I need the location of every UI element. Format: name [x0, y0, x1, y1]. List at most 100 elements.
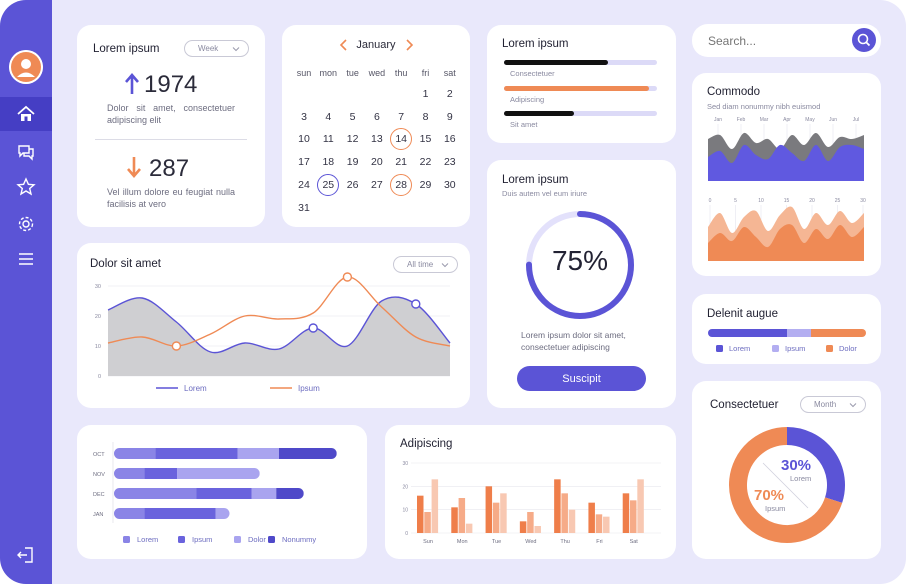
adipiscing-card: Adipiscing 0 10 20 30 Sun Mon Tue Wed Thu Fri Sat [385, 425, 676, 559]
calendar-day-2[interactable]: 2 [446, 88, 453, 100]
chart-point-marker[interactable] [411, 299, 421, 309]
adipiscing-chart: 0 10 20 30 Sun Mon Tue Wed Thu Fri Sat [402, 461, 661, 545]
calendar-day-26[interactable]: 26 [346, 178, 359, 191]
prev-month-button[interactable] [339, 39, 349, 51]
delenit-segment-ipsum [787, 329, 811, 337]
search-button[interactable] [852, 28, 876, 52]
hbar-segment-lorem [114, 468, 145, 479]
consectetuer-range-select[interactable]: Month [800, 396, 866, 413]
commodo-bottom-label: 25 [835, 198, 841, 204]
lorem-line [107, 296, 451, 354]
sidebar-item-favorites[interactable] [0, 170, 52, 204]
legend-label: Lorem [729, 344, 751, 353]
menu-icon [19, 253, 33, 265]
calendar-day-14[interactable]: 14 [390, 128, 413, 151]
dolor-legend-ipsum: Ipsum [298, 384, 320, 393]
chevron-down-icon [849, 403, 857, 408]
hbar-segment-lorem [114, 508, 145, 519]
calendar-day-10[interactable]: 10 [298, 133, 310, 146]
vbar-bar [588, 502, 595, 533]
sidebar-item-chat[interactable] [0, 135, 52, 169]
calendar-day-25[interactable]: 25 [317, 173, 340, 196]
commodo-bottom-label: 0 [709, 198, 712, 204]
logout-button[interactable] [0, 538, 52, 572]
calendar-day-11[interactable]: 11 [322, 133, 334, 146]
next-month-button[interactable] [404, 39, 414, 51]
calendar-day-28[interactable]: 28 [390, 173, 413, 196]
stats-range-select[interactable]: Week [184, 40, 249, 57]
calendar-day-20[interactable]: 20 [371, 156, 383, 169]
weekday-fri: fri [421, 68, 430, 78]
vbar-bar [431, 479, 439, 533]
slice-lorem-pct: 30% [781, 457, 812, 474]
sidebar [0, 0, 52, 584]
logout-icon [17, 547, 33, 563]
chart-point-marker[interactable] [308, 323, 318, 333]
hbar-segment-dolor [177, 468, 260, 479]
calendar-day-13[interactable]: 13 [371, 133, 383, 146]
commodo-top-label: Apr [783, 117, 791, 123]
calendar-day-9[interactable]: 9 [446, 110, 453, 123]
calendar-day-15[interactable]: 15 [419, 133, 432, 146]
dolor-range-select[interactable]: All time [393, 256, 458, 273]
calendar-day-31[interactable]: 31 [298, 201, 310, 214]
vbar-bar [630, 500, 637, 533]
search-icon [857, 33, 871, 47]
sidebar-item-settings[interactable] [0, 207, 52, 241]
calendar-day-5[interactable]: 5 [349, 110, 356, 123]
calendar-day-6[interactable]: 6 [373, 110, 380, 123]
hbar-category: OCT [93, 452, 105, 458]
progress-label: Consectetuer [510, 69, 555, 78]
calendar-day-7[interactable]: 7 [398, 110, 405, 123]
star-icon [16, 177, 36, 196]
progress-label: Sit amet [510, 120, 538, 129]
delenit-legend-item: Lorem [716, 344, 750, 353]
hbar-segment-dolor [237, 448, 279, 459]
sidebar-item-menu[interactable] [0, 242, 52, 276]
calendar-day-22[interactable]: 22 [419, 156, 432, 169]
calendar-day-24[interactable]: 24 [298, 178, 310, 191]
suscipit-button[interactable]: Suscipit [517, 366, 646, 391]
progress-title: Lorem ipsum [502, 38, 569, 50]
progress-track [504, 60, 657, 65]
legend-swatch [772, 345, 779, 352]
vbar-y-tick: 30 [402, 461, 408, 467]
legend-swatch [716, 345, 723, 352]
calendar-day-29[interactable]: 29 [419, 178, 432, 191]
legend-swatch [123, 536, 130, 543]
chart-point-marker[interactable] [171, 341, 182, 351]
calendar-day-16[interactable]: 16 [443, 133, 456, 146]
calendar-day-17[interactable]: 17 [298, 156, 310, 169]
calendar-day-21[interactable]: 21 [395, 156, 408, 169]
calendar-day-18[interactable]: 18 [322, 156, 335, 169]
search-input[interactable] [708, 32, 838, 49]
vbar-bar [485, 486, 493, 533]
delenit-legend-item: Dolor [826, 344, 857, 353]
vbar-category: Sun [423, 539, 433, 545]
user-icon [9, 50, 43, 84]
vbar-category: Tue [492, 539, 501, 545]
slice-lorem-name: Lorem [790, 474, 812, 483]
stats-card: Lorem ipsum Week 1974 Dolor sit amet, co… [77, 25, 265, 227]
calendar-day-12[interactable]: 12 [346, 133, 359, 146]
commodo-top-label: Feb [737, 117, 746, 123]
vbar-bar [417, 495, 424, 533]
avatar[interactable] [9, 50, 43, 84]
calendar-day-23[interactable]: 23 [443, 156, 456, 169]
sidebar-item-home[interactable] [0, 97, 52, 131]
commodo-subtitle: Sed diam nonummy nibh euismod [707, 102, 821, 111]
vbar-bar [637, 479, 644, 533]
chart-point-marker[interactable] [342, 272, 353, 282]
calendar-day-1[interactable]: 1 [422, 88, 429, 100]
dolor-legend-lorem: Lorem [184, 384, 207, 393]
legend-swatch [178, 536, 185, 543]
calendar-day-4[interactable]: 4 [325, 110, 332, 123]
calendar-day-30[interactable]: 30 [443, 178, 456, 191]
calendar-day-27[interactable]: 27 [371, 178, 383, 191]
gauge-title: Lorem ipsum [502, 174, 569, 186]
calendar-day-8[interactable]: 8 [422, 110, 429, 123]
commodo-blue-area [708, 144, 864, 181]
calendar-day-3[interactable]: 3 [301, 110, 307, 123]
calendar-day-19[interactable]: 19 [346, 156, 359, 169]
weekday-sun: sun [296, 68, 312, 78]
